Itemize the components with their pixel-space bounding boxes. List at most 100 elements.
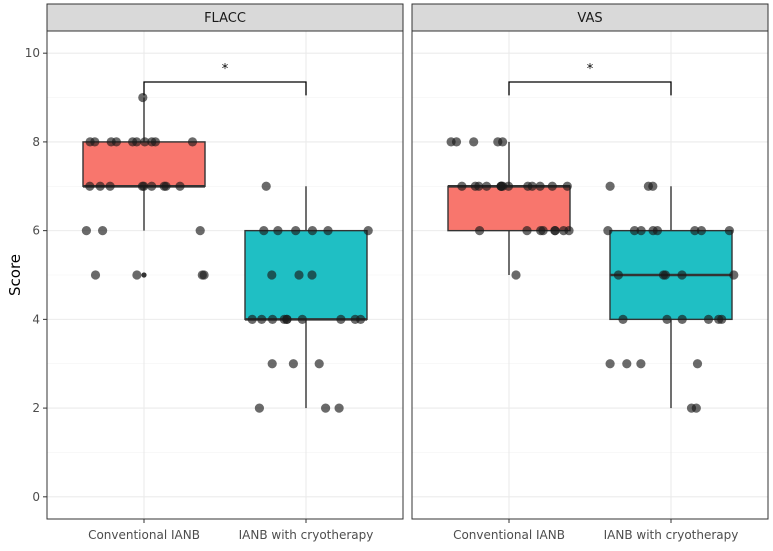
data-point [535,181,545,191]
strip-header [46,3,404,32]
data-point [729,270,739,280]
data-point [282,314,292,324]
y-tick-label: 0 [32,490,40,504]
panel-flacc: * FLACC Conventional IANB IANB with cryothe… [46,3,404,542]
data-point [511,270,521,280]
data-point [85,137,95,147]
data-point [475,226,485,236]
data-point [618,314,628,324]
data-point [686,403,697,413]
data-point [536,226,546,236]
data-point [613,270,624,280]
data-point [677,314,687,324]
data-point [314,359,324,369]
data-point [307,226,317,236]
y-tick-label: 6 [32,224,40,238]
data-point [128,137,138,147]
data-point [523,181,533,191]
data-point [636,226,646,236]
data-point [140,137,150,147]
y-axis-title: Score [6,254,24,296]
significance-label: * [222,62,229,77]
data-point [111,137,121,147]
data-point [267,270,277,280]
data-point [334,403,344,413]
panels: * FLACC Conventional IANB IANB with cryothe… [46,3,769,542]
data-point [636,359,646,369]
data-point [267,359,277,369]
data-point [267,314,278,324]
outlier-point [141,272,147,278]
data-point [90,270,101,280]
data-point [547,181,557,191]
data-point [493,137,503,147]
data-point [363,226,373,236]
data-point [273,226,283,236]
data-point [660,270,671,280]
box-ianb-with-cryotherapy [244,229,368,321]
x-tick-label: Conventional IANB [88,528,200,542]
data-point [132,270,142,280]
data-point [294,270,304,280]
data-point [187,137,198,147]
data-point [629,226,640,236]
data-point [291,226,301,236]
y-tick-label: 2 [32,401,40,415]
data-point [662,314,672,324]
data-point [150,137,160,147]
data-point [350,314,360,324]
data-point [457,181,467,191]
panel-vas: * VAS Conventional IANB IANB with cryothera… [411,3,769,542]
strip-title: FLACC [204,11,246,26]
data-point [98,226,108,236]
data-point [496,181,506,191]
data-point [138,92,148,103]
data-point [603,226,613,236]
x-tick-label: IANB with cryotherapy [239,528,374,542]
data-point [261,181,271,191]
data-point [85,181,95,191]
data-point [717,314,727,324]
data-point [724,226,735,236]
data-point [195,226,205,236]
data-point [559,226,569,236]
y-axis: 0 2 4 6 8 10 [25,46,47,504]
significance-bracket [143,81,307,96]
data-point [550,226,560,236]
x-tick-label: IANB with cryotherapy [604,528,739,542]
data-point [605,359,615,369]
significance-bracket [508,81,672,96]
data-point [690,226,700,236]
data-point [197,270,207,280]
x-tick-label: Conventional IANB [453,528,565,542]
data-point [254,403,264,413]
data-point [175,181,185,191]
data-point [470,181,480,191]
data-point [648,181,658,191]
data-point [257,314,267,324]
data-point [147,181,157,191]
y-tick-label: 10 [25,46,40,60]
data-point [288,359,298,369]
y-tick-label: 4 [32,312,40,326]
data-point [522,226,532,236]
data-point [469,137,479,147]
data-point [161,181,171,191]
data-point [259,226,269,236]
data-point [696,226,707,236]
box-conventional-ianb [447,185,571,232]
data-point [137,181,147,191]
y-tick-label: 8 [32,135,40,149]
data-point [81,226,91,236]
data-point [648,226,658,236]
data-point [95,181,105,191]
data-point [336,314,346,324]
data-point [692,359,703,369]
data-point [605,181,615,191]
box-conventional-ianb [82,141,206,187]
data-point [247,314,257,324]
data-point [677,270,687,280]
data-point [297,314,307,324]
strip-title: VAS [577,11,602,26]
